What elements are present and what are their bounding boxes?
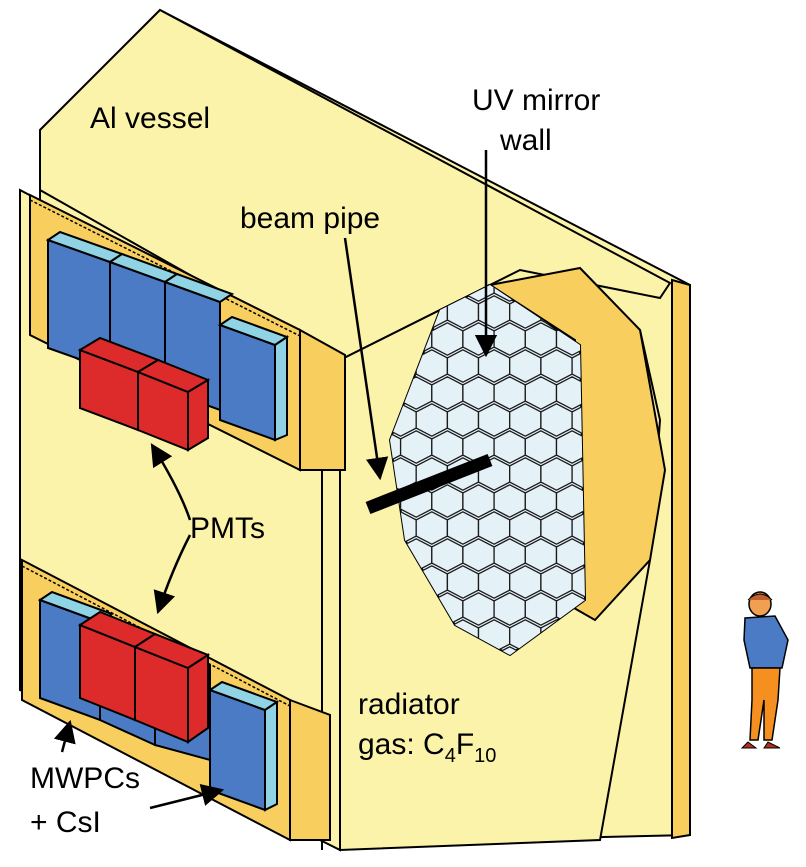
mirror-hex-tile — [571, 349, 585, 383]
beam-pipe-arrow — [343, 237, 389, 481]
uv-mirror-label-line1: UV mirror — [472, 84, 600, 117]
uv-mirror-wall — [388, 283, 587, 657]
lower-pmt-blocks — [77, 610, 211, 744]
person-scale-figure — [740, 591, 789, 749]
upper-pmt-blocks — [77, 336, 211, 452]
mirror-hex-tile — [555, 538, 585, 572]
gas-prefix: gas: C — [358, 728, 445, 761]
mwpcs-label-line2: + CsI — [30, 806, 101, 839]
mwpc-arrow-left — [53, 719, 76, 753]
mirror-hex-tile — [555, 430, 585, 464]
beam-pipe — [365, 453, 493, 515]
mirror-hex-tile — [571, 403, 585, 437]
radiator-gas-label: gas: C4F10 — [358, 728, 496, 767]
gas-subscript-4: 4 — [445, 745, 456, 767]
mwpcs-label-line1: MWPCs — [30, 762, 140, 795]
radiator-label-line1: radiator — [358, 688, 460, 721]
mwpc-arrow-right — [149, 783, 225, 810]
mirror-hex-tile — [555, 376, 585, 410]
gas-subscript-10: 10 — [474, 745, 496, 767]
gas-letter-f: F — [456, 728, 474, 761]
mirror-hex-tile — [571, 511, 585, 545]
pmts-label: PMTs — [190, 512, 265, 545]
pmt-arrow-lower — [153, 534, 192, 615]
al-vessel-label: Al vessel — [90, 102, 210, 135]
beam-pipe-label: beam pipe — [240, 202, 380, 235]
mirror-hex-tile — [555, 484, 585, 518]
uv-mirror-label-line2: wall — [499, 124, 552, 157]
pmt-arrow-upper — [150, 443, 192, 521]
mirror-hex-tile — [571, 457, 585, 491]
labels: Al vessel UV mirror wall beam pipe PMTs … — [30, 84, 600, 839]
annotation-arrows — [53, 150, 498, 810]
mirror-hex-tile — [571, 565, 585, 599]
